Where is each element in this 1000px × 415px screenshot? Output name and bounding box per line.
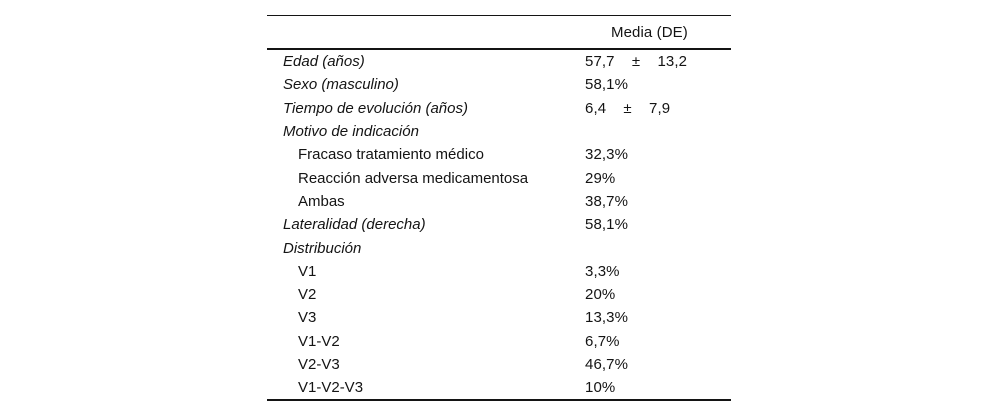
- table-row-ambas: Ambas 38,7%: [267, 190, 731, 213]
- row-value: 46,7%: [585, 356, 629, 373]
- table-row-tiempo-evolucion: Tiempo de evolución (años) 6,4 ± 7,9: [267, 97, 731, 120]
- row-label: Sexo (masculino): [283, 76, 399, 94]
- row-label: Ambas: [298, 192, 345, 210]
- row-value: 32,3%: [585, 146, 629, 164]
- row-value: 20%: [585, 286, 616, 304]
- row-label: Tiempo de evolución (años): [283, 99, 468, 117]
- row-label: Fracaso tratamiento médico: [298, 146, 484, 164]
- table-rule-bottom: [267, 399, 731, 402]
- table-row-reaccion-adversa: Reacción adversa medicamentosa 29%: [267, 166, 731, 189]
- row-value: 29%: [585, 169, 616, 187]
- row-label: V1-V2-V3: [298, 379, 364, 397]
- row-label: V2: [298, 286, 317, 304]
- table-rule-header: [267, 48, 731, 50]
- row-label: Edad (años): [283, 53, 365, 71]
- column-header-media-de: Media (DE): [611, 23, 688, 41]
- table-row-v1-v2-v3: V1-V2-V3 10%: [267, 376, 731, 399]
- table-row-fracaso-tratamiento: Fracaso tratamiento médico 32,3%: [267, 143, 731, 166]
- row-value: 57,7 ± 13,2: [585, 53, 688, 71]
- table-row-v1: V1 3,3%: [267, 260, 731, 283]
- row-value: 58,1%: [585, 216, 629, 234]
- table-row-sexo: Sexo (masculino) 58,1%: [267, 73, 731, 96]
- row-label: V3: [298, 309, 317, 327]
- row-value: 6,4 ± 7,9: [585, 99, 671, 117]
- row-value: 58,1%: [585, 76, 629, 94]
- table-row-motivo-indicacion: Motivo de indicación: [267, 120, 731, 143]
- stats-table: Media (DE) Edad (años) 57,7 ± 13,2 Sexo …: [267, 15, 731, 402]
- row-value: 6,7%: [585, 332, 620, 350]
- row-label: Lateralidad (derecha): [283, 216, 426, 234]
- row-label: Distribución: [283, 239, 362, 257]
- row-label: V1-V2: [298, 332, 340, 350]
- table-row-v2: V2 20%: [267, 283, 731, 306]
- table-row-v2-v3: V2-V3 46,7%: [267, 353, 731, 376]
- row-value: 10%: [585, 379, 616, 397]
- table-row-v1-v2: V1-V2 6,7%: [267, 330, 731, 353]
- row-value: 38,7%: [585, 192, 629, 210]
- table-row-lateralidad: Lateralidad (derecha) 58,1%: [267, 213, 731, 236]
- row-value: 3,3%: [585, 262, 620, 280]
- row-label: Motivo de indicación: [283, 123, 419, 141]
- row-label: V1: [298, 262, 317, 280]
- row-label: V2-V3: [298, 356, 340, 373]
- row-value: 13,3%: [585, 309, 629, 327]
- table-header-row: Media (DE): [267, 16, 731, 48]
- table-rule-top: [267, 15, 731, 16]
- table-row-distribucion: Distribución: [267, 236, 731, 259]
- row-label: Reacción adversa medicamentosa: [298, 169, 529, 187]
- table-row-edad: Edad (años) 57,7 ± 13,2: [267, 50, 731, 73]
- table-row-v3: V3 13,3%: [267, 306, 731, 329]
